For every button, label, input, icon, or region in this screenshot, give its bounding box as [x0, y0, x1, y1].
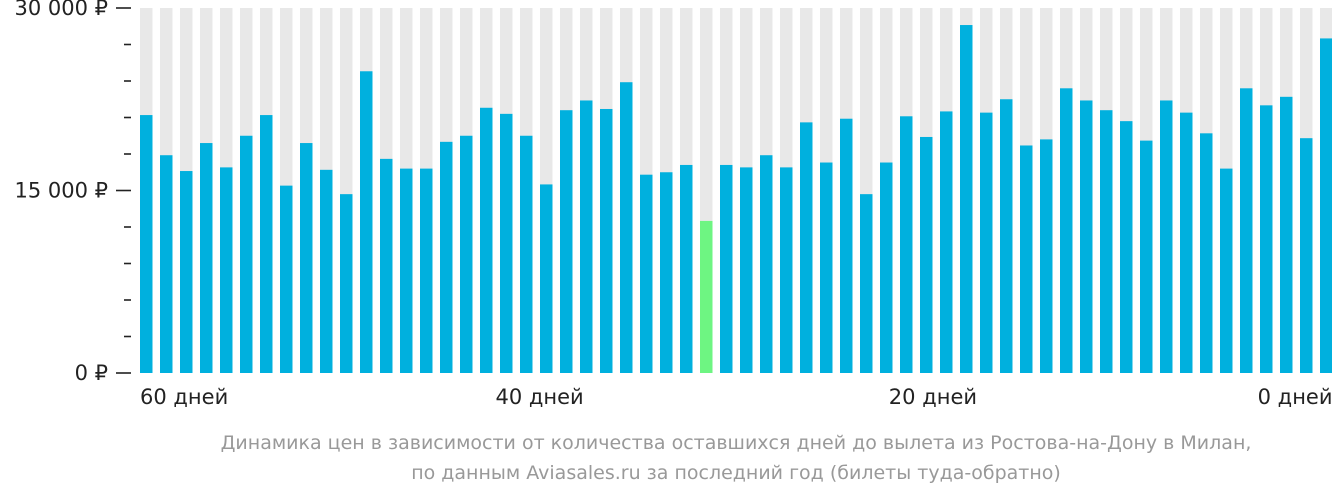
- price-bar[interactable]: [940, 111, 953, 374]
- price-bar-lowest[interactable]: [700, 220, 713, 373]
- price-bar[interactable]: [1300, 138, 1313, 373]
- price-bar[interactable]: [360, 71, 373, 374]
- chart-caption-line-2: по данным Aviasales.ru за последний год …: [411, 462, 1061, 484]
- price-bar[interactable]: [1060, 88, 1073, 374]
- price-bar[interactable]: [1280, 96, 1293, 374]
- price-bar[interactable]: [200, 143, 213, 373]
- price-bar[interactable]: [320, 169, 333, 373]
- y-tick-label: 0 ₽: [75, 361, 108, 385]
- x-tick-label: 40 дней: [495, 385, 583, 409]
- price-bar[interactable]: [900, 116, 913, 374]
- price-bar[interactable]: [440, 141, 453, 373]
- price-chart: 30 000 ₽ 15 000 ₽ 0 ₽ 60 дней 40 дней 20 дне…: [14, 0, 1332, 409]
- price-bar[interactable]: [240, 135, 253, 373]
- price-bar[interactable]: [860, 194, 873, 373]
- price-bar[interactable]: [1220, 168, 1233, 373]
- x-tick-label: 0 дней: [1258, 385, 1332, 409]
- price-bar[interactable]: [1000, 99, 1013, 373]
- price-bar[interactable]: [460, 135, 473, 373]
- x-tick-label: 20 дней: [889, 385, 977, 409]
- price-bar[interactable]: [620, 82, 633, 373]
- price-bar[interactable]: [580, 100, 593, 373]
- price-bar[interactable]: [1320, 38, 1332, 374]
- price-bar[interactable]: [280, 185, 293, 373]
- y-axis: 30 000 ₽ 15 000 ₽ 0 ₽: [14, 0, 131, 385]
- price-bar[interactable]: [500, 113, 513, 373]
- price-bar[interactable]: [260, 115, 273, 374]
- price-bar[interactable]: [520, 135, 533, 373]
- price-bar[interactable]: [420, 168, 433, 373]
- y-tick-label: 15 000 ₽: [14, 179, 108, 203]
- price-bar[interactable]: [960, 25, 973, 374]
- price-bar[interactable]: [160, 155, 173, 373]
- price-bar[interactable]: [540, 184, 553, 373]
- price-bars: [140, 25, 1332, 374]
- price-bar[interactable]: [980, 112, 993, 373]
- price-bar[interactable]: [780, 167, 793, 373]
- price-bar[interactable]: [800, 122, 813, 373]
- price-bar[interactable]: [140, 115, 153, 374]
- price-bar[interactable]: [1080, 100, 1093, 373]
- price-bar[interactable]: [1020, 145, 1033, 373]
- price-bar[interactable]: [600, 108, 613, 373]
- price-bar[interactable]: [920, 136, 933, 373]
- price-bar[interactable]: [1040, 139, 1053, 373]
- price-bar[interactable]: [1200, 133, 1213, 373]
- background-bars: [140, 8, 1332, 373]
- chart-caption-line-1: Динамика цен в зависимости от количества…: [220, 432, 1252, 454]
- price-bar[interactable]: [820, 162, 833, 373]
- price-bar[interactable]: [1180, 112, 1193, 373]
- x-axis: 60 дней 40 дней 20 дней 0 дней: [140, 385, 1332, 409]
- price-bar[interactable]: [880, 162, 893, 373]
- y-tick-label: 30 000 ₽: [14, 0, 108, 20]
- x-tick-label: 60 дней: [140, 385, 228, 409]
- price-bar[interactable]: [1160, 100, 1173, 373]
- price-bar[interactable]: [660, 172, 673, 373]
- price-bar[interactable]: [840, 118, 853, 373]
- price-bar[interactable]: [720, 164, 733, 373]
- price-bar[interactable]: [1260, 105, 1273, 373]
- price-bar[interactable]: [220, 167, 233, 373]
- price-bar[interactable]: [1140, 140, 1153, 373]
- price-bar[interactable]: [1240, 88, 1253, 374]
- price-bar[interactable]: [180, 171, 193, 373]
- price-bar[interactable]: [680, 164, 693, 373]
- price-bar[interactable]: [560, 110, 573, 373]
- price-bar[interactable]: [1120, 121, 1133, 374]
- price-bar[interactable]: [380, 158, 393, 373]
- price-bar[interactable]: [740, 167, 753, 373]
- price-bar[interactable]: [1100, 110, 1113, 373]
- price-bar[interactable]: [640, 174, 653, 373]
- price-bar[interactable]: [340, 194, 353, 373]
- price-bar[interactable]: [300, 143, 313, 373]
- price-bar[interactable]: [400, 168, 413, 373]
- price-bar[interactable]: [480, 107, 493, 374]
- price-bar[interactable]: [760, 155, 773, 373]
